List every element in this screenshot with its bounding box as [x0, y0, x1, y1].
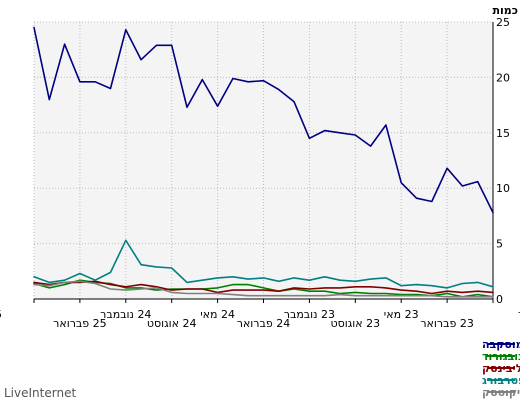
y-tick-label: 25 — [496, 16, 510, 29]
x-tick-label: 23 פברואר — [420, 317, 474, 330]
unit-label: כמות — [493, 4, 518, 17]
legend-label: יקוטסק — [482, 386, 520, 399]
series-line-3 — [33, 239, 494, 289]
brand-logo-text: LiveInternet — [4, 386, 77, 400]
x-tick-label: 24 מאי — [200, 308, 235, 321]
legend-label: סנקט-פטרבורג — [482, 374, 520, 387]
series-line-0 — [33, 26, 494, 214]
legend-label: ניז'ניי-נובגורוד — [482, 350, 520, 363]
legend-label: צ'ליבינסק — [482, 362, 520, 375]
legend: מוסקבהניז'ניי-נובגורודצ'ליבינסקסנקט-פטרב… — [482, 338, 520, 399]
series-lines — [33, 26, 494, 298]
x-tick-label: 24 נובמבר — [100, 308, 151, 321]
x-tick-label: 23 אוגוסט — [330, 317, 380, 330]
x-tick-label: 22 נובמבר — [518, 308, 520, 321]
x-tick-label: 23 מאי — [384, 308, 419, 321]
x-tick-label: 24 אוגוסט — [147, 317, 197, 330]
x-tick-label: 23 נובמבר — [284, 308, 335, 321]
x-tick-label: 25 פברואר — [53, 317, 107, 330]
x-tick-label: 24 פברואר — [237, 317, 291, 330]
y-tick-labels: 0 5 10 15 20 25 — [496, 16, 510, 306]
y-tick-label: 15 — [496, 127, 510, 140]
y-tick-label: 0 — [496, 293, 503, 306]
legend-label: מוסקבה — [482, 338, 520, 351]
series-line-2 — [33, 280, 494, 295]
axes — [34, 22, 494, 300]
y-tick-label: 20 — [496, 71, 510, 84]
y-tick-label: 10 — [496, 182, 510, 195]
series-line-1 — [33, 279, 494, 298]
series-line-4 — [33, 280, 494, 298]
x-tick-label: 25 מאי — [0, 308, 2, 321]
y-tick-label: 5 — [496, 238, 503, 251]
